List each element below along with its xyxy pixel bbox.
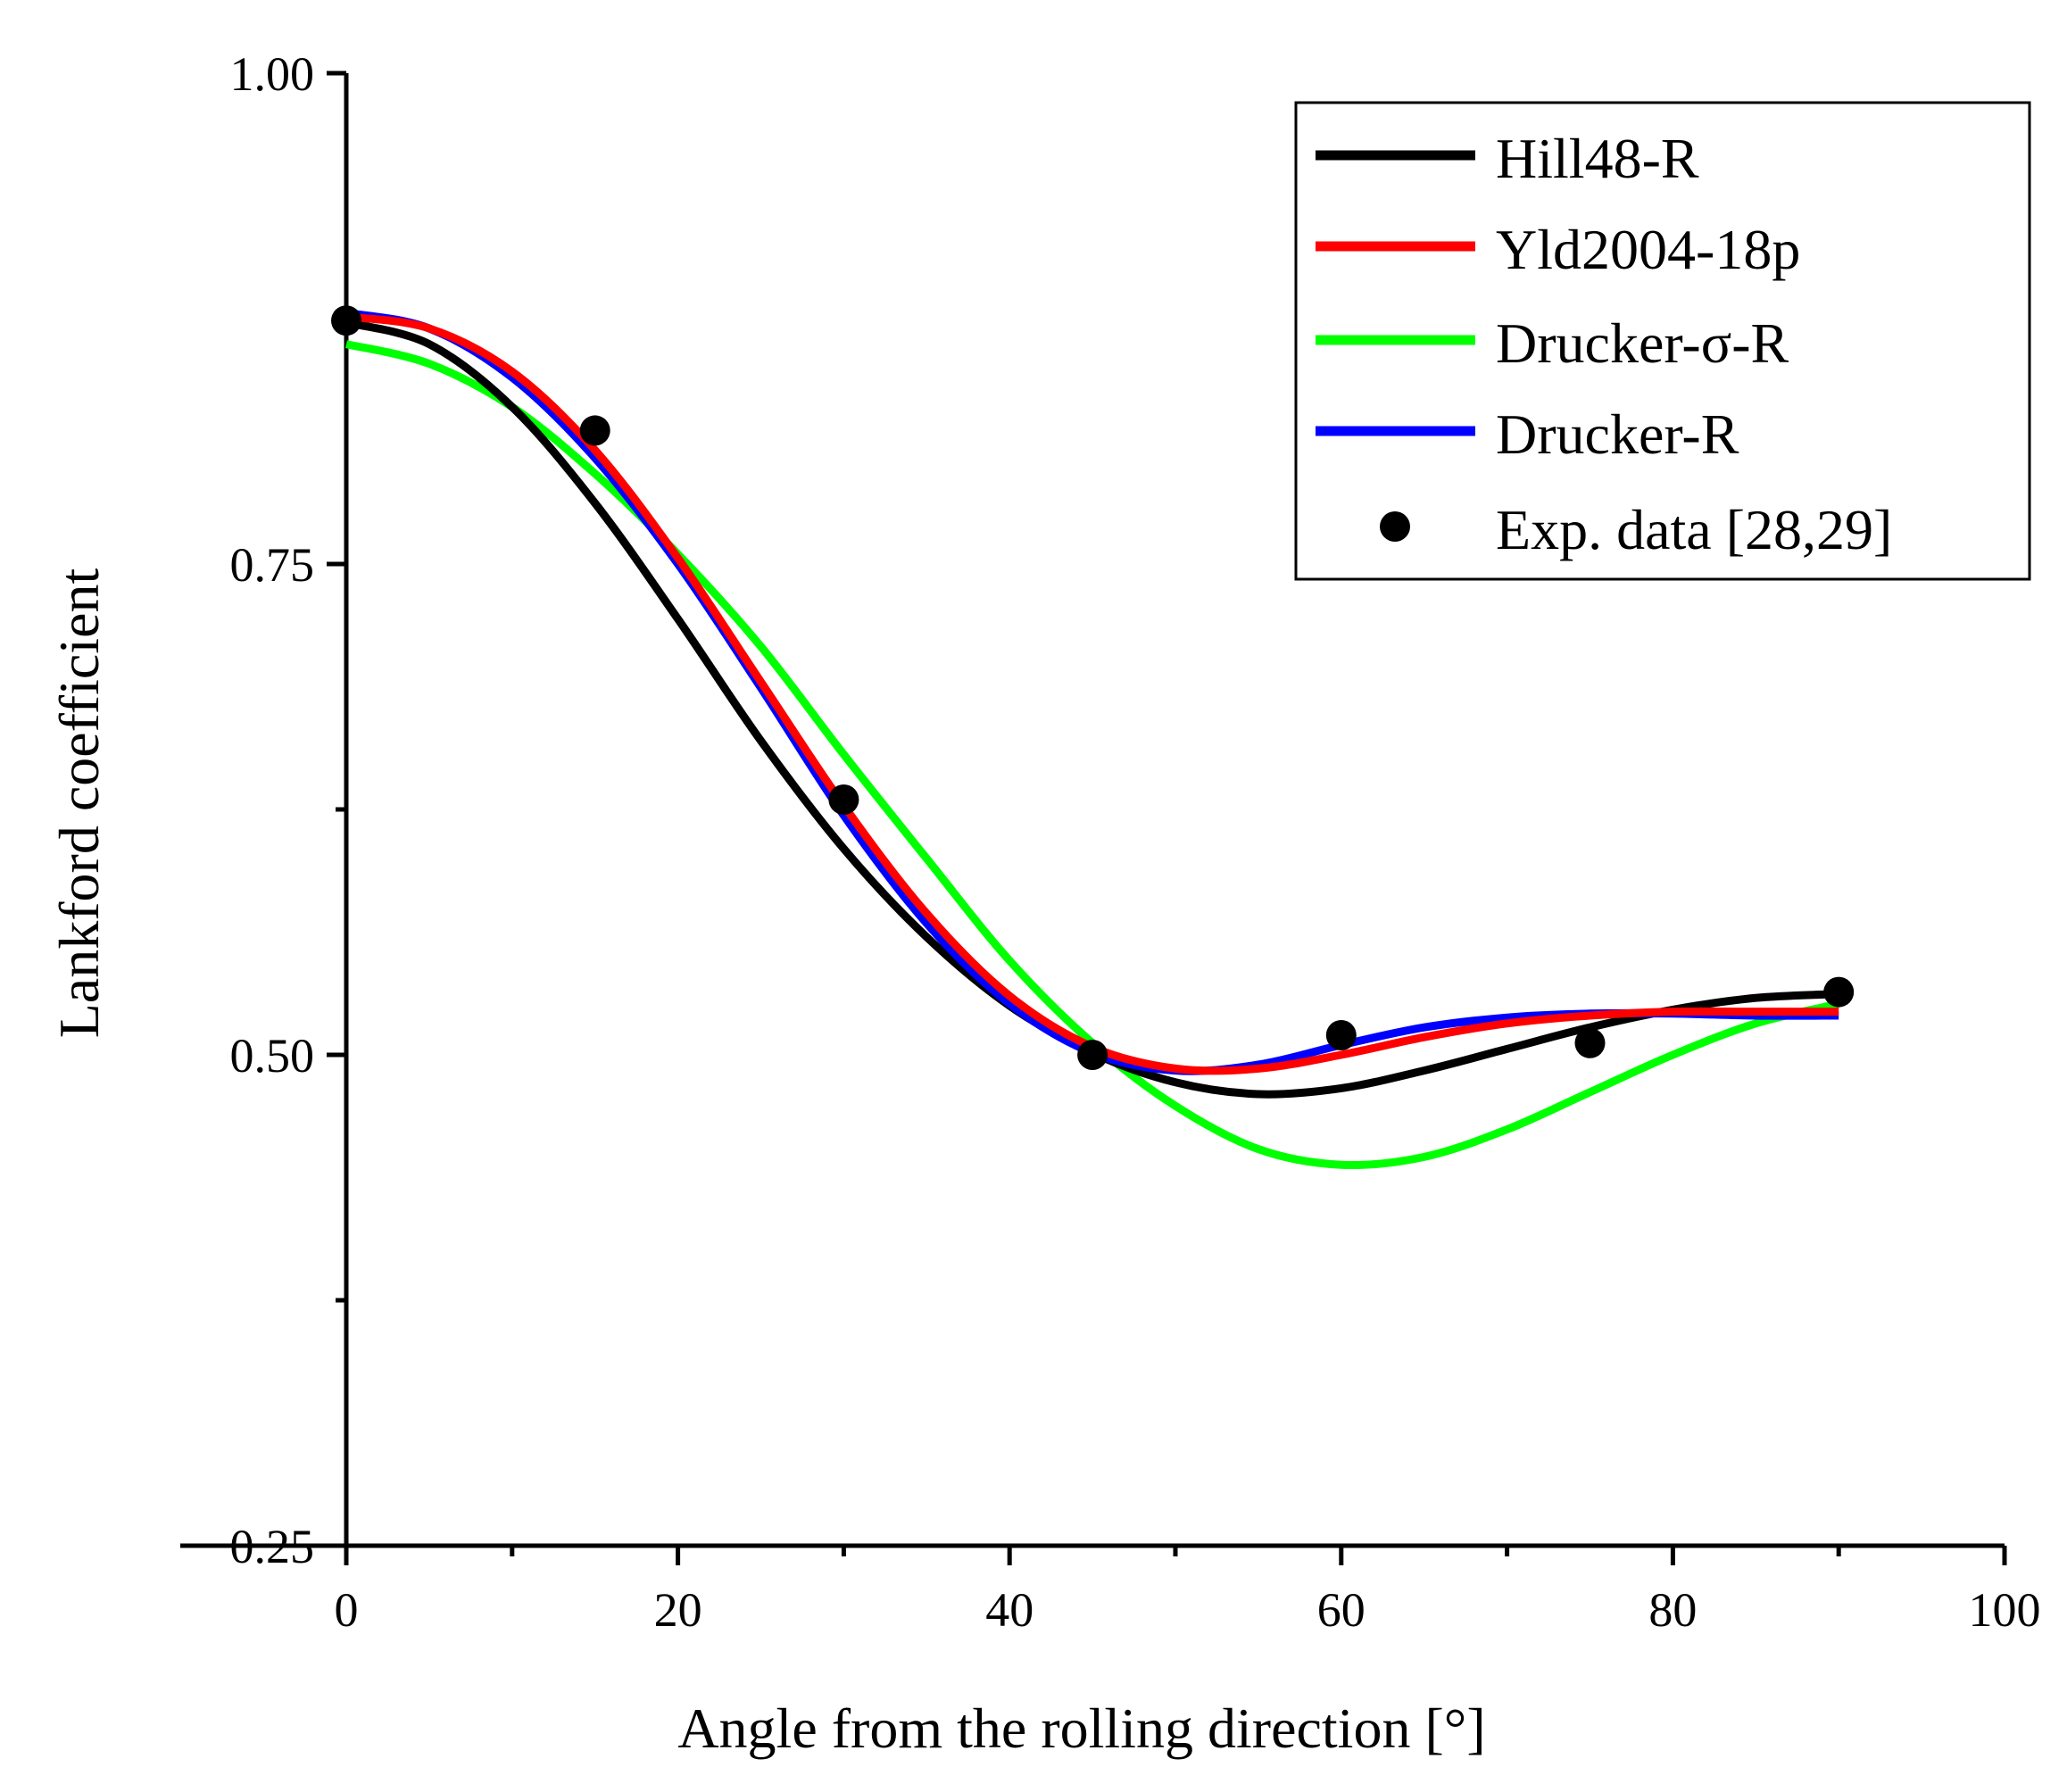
- axes: 0 20 40 60 80 100 0.25 0.50 0.75 1.00: [180, 47, 2041, 1637]
- exp-data-point: [579, 415, 610, 446]
- legend-label-drucker-r: Drucker-R: [1496, 402, 1739, 466]
- series-line-yld2004-18p: [345, 312, 1839, 1075]
- x-tick-label: 20: [654, 1583, 702, 1637]
- series-layer: [331, 305, 1855, 1169]
- x-tick-label: 0: [335, 1583, 359, 1637]
- y-tick-label: 0.50: [230, 1029, 315, 1083]
- y-tick-label: 0.75: [230, 538, 315, 592]
- exp-data-point: [1823, 976, 1855, 1008]
- series-line-drucker-r: [344, 340, 1840, 1169]
- x-tick-label: 40: [985, 1583, 1034, 1637]
- x-tick-label: 80: [1648, 1583, 1697, 1637]
- exp-data-point: [331, 305, 361, 336]
- x-tick-label: 100: [1969, 1583, 2041, 1637]
- exp-data-point: [1574, 1027, 1606, 1058]
- y-ticks: 0.25 0.50 0.75 1.00: [230, 47, 346, 1573]
- legend-label-yld2004-18p: Yld2004-18p: [1496, 218, 1800, 281]
- legend-label-drucker-r: Drucker-σ-R: [1496, 311, 1789, 375]
- exp-data-point: [1077, 1040, 1108, 1070]
- x-axis-title: Angle from the rolling direction [°]: [677, 1697, 1485, 1760]
- x-ticks: 0 20 40 60 80 100: [335, 1546, 2041, 1637]
- exp-data-point: [828, 784, 859, 815]
- legend-label-exp-data-28-29: Exp. data [28,29]: [1496, 498, 1892, 561]
- legend-label-hill48-r: Hill48-R: [1496, 127, 1699, 190]
- x-tick-label: 60: [1317, 1583, 1366, 1637]
- legend: Hill48-R Yld2004-18p Drucker-σ-R Drucker-R E…: [1294, 101, 2031, 581]
- y-tick-label: 1.00: [230, 47, 315, 101]
- y-axis-title: Lankford coefficient: [47, 568, 111, 1039]
- legend-swatch-exp-data-28-29: [1380, 511, 1410, 542]
- y-tick-label: 0.25: [230, 1520, 315, 1573]
- exp-data-point: [1325, 1020, 1357, 1050]
